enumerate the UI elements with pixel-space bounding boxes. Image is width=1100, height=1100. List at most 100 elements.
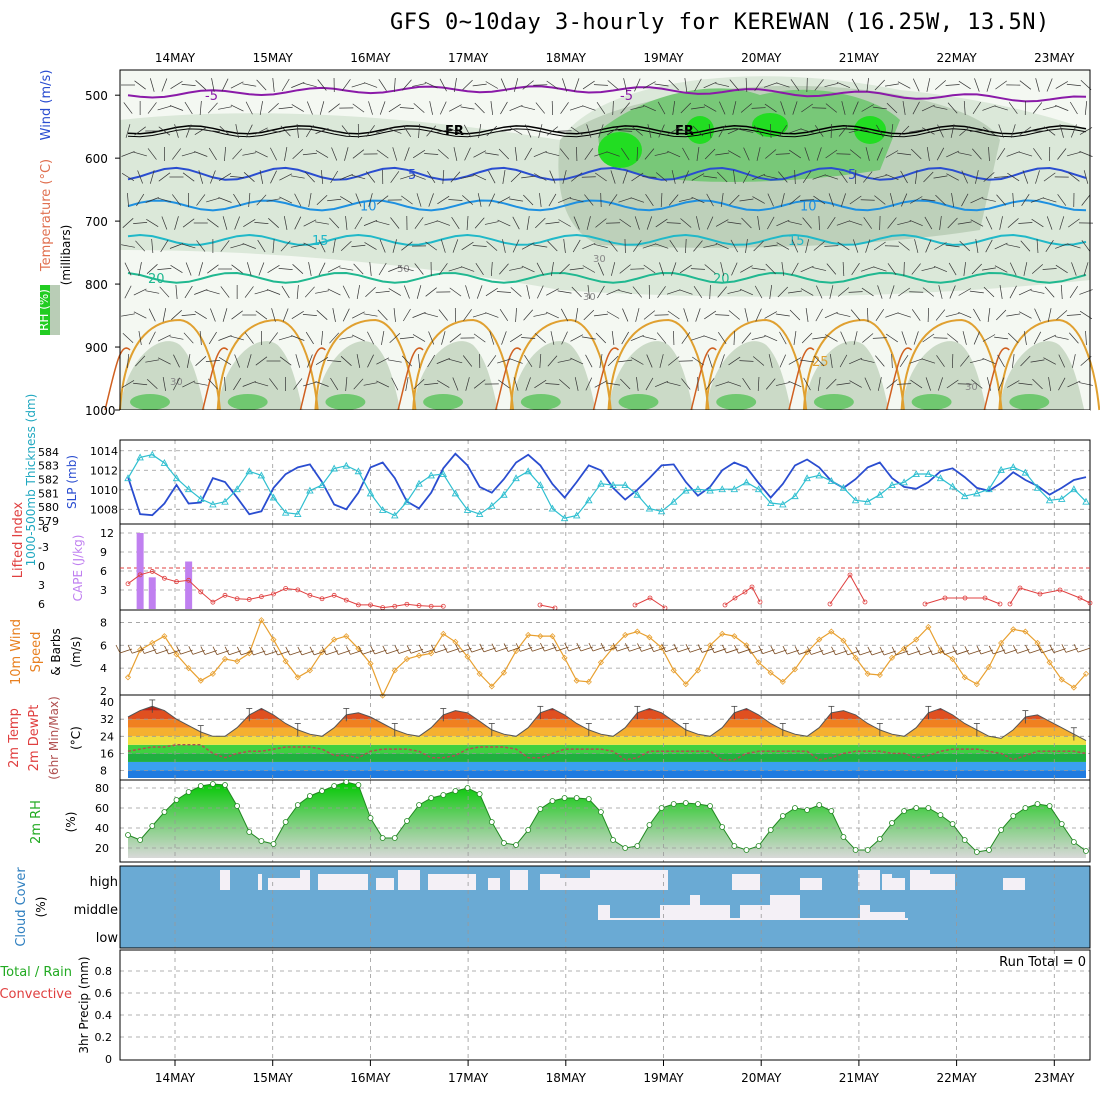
wind10-marker xyxy=(197,677,204,684)
wind-barb xyxy=(170,264,183,274)
wind-barb xyxy=(281,78,290,92)
wind-barb xyxy=(581,336,596,340)
wind-barb xyxy=(376,357,390,365)
wind-barb xyxy=(234,216,240,230)
wind-barb xyxy=(218,172,232,182)
ylabel-precip: 3hr Precip (mm) xyxy=(77,956,91,1053)
wind10-barb-flag xyxy=(321,646,327,655)
cloud-high-block xyxy=(910,870,930,890)
wind-barb xyxy=(800,128,814,134)
wind-barb xyxy=(378,78,387,92)
wind-barb xyxy=(727,127,741,135)
wind-barb xyxy=(788,221,802,225)
lifted-index-marker xyxy=(1057,587,1063,593)
wind-barb xyxy=(220,240,230,252)
wind-barb xyxy=(210,308,216,322)
wind-barb xyxy=(985,239,993,253)
wind-barb xyxy=(744,308,749,322)
rh-marker xyxy=(258,838,265,844)
wind-barb xyxy=(170,80,183,90)
wind-barb xyxy=(521,242,535,250)
wind-barb xyxy=(330,170,339,184)
rh-marker xyxy=(913,805,920,811)
wind-barb xyxy=(861,287,874,297)
wind10-barb-flag xyxy=(333,646,339,655)
wind10-barb xyxy=(471,647,484,653)
wind-barb xyxy=(824,311,838,319)
li-tick-label: 6 xyxy=(38,598,45,611)
wind-barb xyxy=(1035,170,1040,184)
thickness-marker xyxy=(463,506,472,513)
wind-barb xyxy=(230,176,245,178)
wind-barb xyxy=(218,356,232,366)
rh-tick-label: 60 xyxy=(95,802,109,815)
wind-barb xyxy=(998,124,1004,138)
wind-barb xyxy=(708,124,712,138)
wind-barb xyxy=(1058,377,1066,391)
wind-barb xyxy=(416,193,422,207)
wind-barb xyxy=(294,216,302,230)
wind-barb xyxy=(569,197,584,203)
wind-barb xyxy=(259,101,263,115)
wind-barb xyxy=(171,310,182,320)
rh-shade-surface-core xyxy=(325,394,366,410)
lifted-index-marker xyxy=(368,602,373,608)
wind10-barb xyxy=(398,649,412,654)
wind-barb xyxy=(848,220,863,226)
wind-barb xyxy=(509,104,523,112)
wind-barb xyxy=(460,175,475,179)
temp-band xyxy=(128,736,1086,745)
wind-barb xyxy=(727,381,742,387)
wind-barb xyxy=(1043,126,1056,136)
wind-barb xyxy=(887,217,897,229)
wind-barb xyxy=(499,308,509,322)
wind-barb xyxy=(586,216,591,230)
wind-barb xyxy=(478,124,482,138)
wind10-barb-flag xyxy=(418,644,424,654)
cloud-high-block xyxy=(376,878,394,890)
wind-barb xyxy=(776,242,790,250)
wind10-barb xyxy=(968,649,981,655)
wind-barb xyxy=(1022,170,1029,184)
wind-barb xyxy=(752,173,766,181)
wind-barb xyxy=(219,126,231,136)
wind10-barb xyxy=(956,650,969,655)
wind-barb xyxy=(126,354,130,368)
wind-barb xyxy=(691,173,705,181)
wind-barb xyxy=(436,129,451,133)
wind10-marker xyxy=(549,633,556,640)
wind-barb xyxy=(327,288,341,296)
thickness-marker xyxy=(997,465,1005,473)
wind-barb xyxy=(266,289,281,295)
wind10-barb-flag xyxy=(637,643,642,652)
wind-barb xyxy=(788,149,801,159)
rh-marker xyxy=(549,798,556,804)
wind10-barb-flag xyxy=(1025,644,1030,654)
wind-barb xyxy=(597,285,605,299)
wind-barb xyxy=(1009,262,1017,276)
wind-barb xyxy=(194,289,208,295)
rh-marker xyxy=(209,781,216,787)
wind10-barb-flag xyxy=(806,646,812,655)
wind-barb xyxy=(836,81,851,89)
wind-barb xyxy=(181,84,196,86)
thickness-marker xyxy=(1070,485,1078,493)
cloud-level-label: low xyxy=(96,931,119,946)
wind-barb xyxy=(995,309,1007,321)
wind10-barb-flag xyxy=(576,642,582,652)
wind10-barb-flag xyxy=(1073,643,1079,653)
cloud-level-label: high xyxy=(90,875,118,890)
wind-barb xyxy=(235,124,239,138)
wind-barb xyxy=(630,334,644,342)
wind-barb xyxy=(692,356,704,366)
wind-barb xyxy=(945,84,960,86)
wind10-marker xyxy=(1034,639,1041,647)
rh-marker xyxy=(901,808,908,814)
wind10-marker xyxy=(234,658,241,665)
wind-barb xyxy=(1055,264,1068,274)
wind-barb xyxy=(889,193,895,207)
wind-barb xyxy=(937,377,943,391)
chart-title: GFS 0~10day 3-hourly for KEREWAN (16.25W… xyxy=(390,10,1050,35)
rh-shade-surface-core xyxy=(130,394,170,410)
rh-marker xyxy=(889,820,895,826)
